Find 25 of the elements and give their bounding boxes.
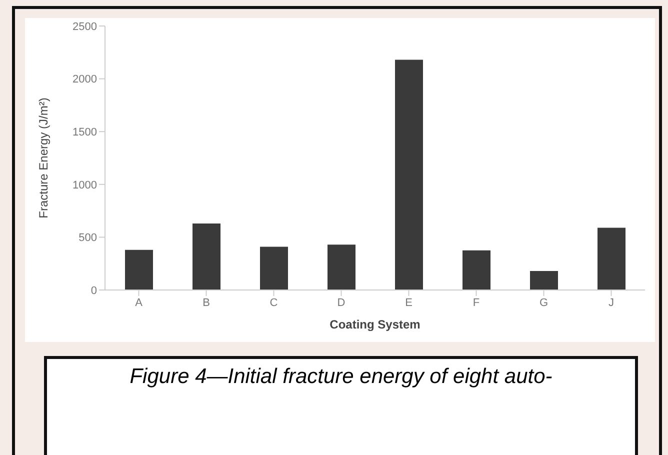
y-tick-label: 1500 xyxy=(72,126,97,139)
y-axis-title: Fracture Energy (J/m²) xyxy=(36,98,50,218)
bar xyxy=(192,223,220,290)
x-axis-title: Coating System xyxy=(330,318,420,332)
x-tick-label: A xyxy=(135,296,144,309)
x-tick-label: C xyxy=(270,296,278,309)
bar xyxy=(462,250,490,290)
bar xyxy=(395,60,423,290)
caption: Figure 4—Initial fracture energy of eight auto- xyxy=(128,365,554,389)
x-tick-label: D xyxy=(337,296,346,309)
y-tick-label: 2000 xyxy=(72,74,97,86)
x-tick-label: E xyxy=(405,296,412,309)
y-tick-label: 0 xyxy=(90,284,97,297)
y-tick-label: 500 xyxy=(78,232,97,244)
bar xyxy=(260,246,288,290)
x-tick-label: B xyxy=(202,296,210,309)
y-tick-label: 2500 xyxy=(72,20,97,33)
bar xyxy=(328,244,356,290)
x-tick-label: F xyxy=(472,296,480,309)
x-tick-label: G xyxy=(539,296,548,309)
bar xyxy=(530,270,558,290)
x-tick-label: J xyxy=(608,296,614,309)
bar xyxy=(125,250,153,290)
y-tick-label: 1000 xyxy=(72,179,97,192)
bar xyxy=(598,228,626,290)
